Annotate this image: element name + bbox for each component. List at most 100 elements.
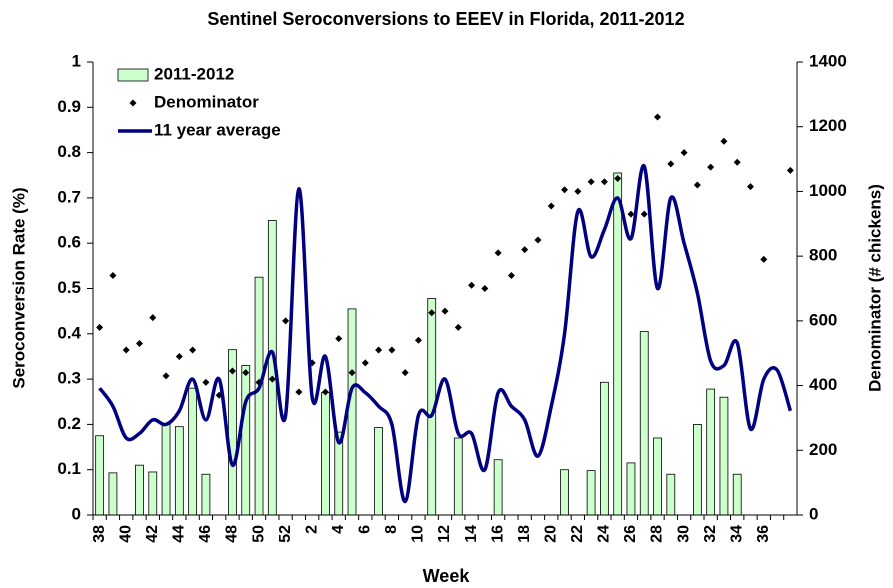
y2-tick-label: 1200 — [809, 116, 847, 135]
point — [640, 210, 648, 218]
y-axis-label: Seroconversion Rate (%) — [9, 187, 28, 388]
bar — [135, 464, 144, 516]
bar — [493, 459, 503, 516]
point — [348, 369, 356, 377]
legend-label: 2011-2012 — [154, 64, 234, 83]
chart-title: Sentinel Seroconversions to EEEV in Flor… — [207, 9, 684, 29]
x-tick-label: 38 — [91, 525, 108, 543]
bar — [719, 396, 729, 516]
point — [667, 160, 675, 168]
point — [189, 346, 197, 354]
point — [547, 202, 555, 210]
point — [149, 314, 157, 322]
x-tick-label: 52 — [277, 525, 294, 543]
point — [162, 372, 170, 380]
point — [654, 113, 662, 121]
y-tick-label: 0.7 — [57, 187, 81, 206]
x-tick-label: 36 — [755, 525, 772, 543]
point — [202, 378, 210, 386]
point — [574, 187, 582, 195]
bar — [732, 473, 742, 516]
y-tick-label: 1 — [72, 51, 81, 70]
y2-tick-label: 600 — [809, 310, 837, 329]
point — [122, 346, 130, 354]
bar — [626, 462, 636, 516]
y2-tick-label: 1000 — [809, 181, 847, 200]
y-tick-label: 0.1 — [57, 459, 81, 478]
point — [282, 317, 290, 325]
point — [561, 186, 569, 194]
point — [468, 281, 476, 289]
x-tick-label: 28 — [649, 525, 666, 543]
legend-swatch — [129, 99, 137, 107]
x-tick-label: 2 — [303, 525, 320, 534]
point — [388, 346, 396, 354]
legend-swatch — [117, 68, 149, 82]
point — [733, 158, 741, 166]
x-tick-label: 34 — [728, 525, 745, 543]
point — [521, 246, 529, 254]
bar — [586, 470, 596, 516]
bar — [666, 473, 676, 516]
y-tick-label: 0 — [72, 504, 81, 523]
point — [428, 309, 436, 317]
point — [494, 249, 502, 257]
x-tick-label: 32 — [702, 525, 719, 543]
y-tick-label: 0.3 — [57, 369, 81, 388]
point — [786, 166, 794, 174]
point — [175, 352, 183, 360]
x-tick-label: 44 — [171, 525, 188, 543]
x-tick-label: 50 — [250, 525, 267, 543]
bar — [692, 423, 702, 516]
point — [335, 335, 343, 343]
bar — [321, 392, 330, 516]
x-tick-label: 30 — [675, 525, 692, 543]
x-tick-label: 26 — [622, 525, 639, 543]
point — [109, 272, 117, 280]
y2-tick-label: 0 — [809, 504, 818, 523]
point — [600, 178, 608, 186]
point — [747, 183, 755, 191]
y-tick-label: 0.6 — [57, 233, 81, 252]
x-tick-label: 6 — [357, 525, 374, 534]
point — [614, 174, 622, 182]
x-tick-label: 40 — [117, 525, 134, 543]
point — [720, 137, 728, 145]
bar — [148, 471, 158, 516]
line — [98, 164, 793, 504]
x-tick-label: 18 — [516, 525, 533, 543]
point — [441, 307, 449, 315]
bar — [201, 473, 211, 516]
bar — [706, 388, 716, 516]
x-tick-label: 10 — [410, 525, 427, 543]
point — [228, 367, 236, 375]
bar — [600, 381, 609, 516]
bar — [374, 427, 383, 516]
point — [693, 181, 701, 189]
bar — [347, 308, 357, 516]
bar — [653, 437, 662, 516]
point — [96, 323, 104, 331]
x-tick-label: 20 — [542, 525, 559, 543]
x-tick-label: 8 — [383, 525, 400, 534]
y2-tick-label: 200 — [809, 440, 837, 459]
bar — [453, 437, 463, 516]
y-tick-label: 0.5 — [57, 278, 81, 297]
y-tick-label: 0.2 — [57, 414, 81, 433]
x-tick-label: 48 — [224, 525, 241, 543]
x-tick-label: 14 — [463, 525, 480, 543]
bar — [639, 331, 649, 516]
x-tick-label: 12 — [436, 525, 453, 543]
bar — [188, 387, 198, 516]
point — [401, 369, 409, 377]
legend-label: 11 year average — [154, 120, 281, 139]
point — [414, 336, 422, 344]
y2-tick-label: 1400 — [809, 51, 847, 70]
legend-label: Denominator — [154, 92, 259, 111]
bar — [174, 426, 184, 516]
point — [587, 178, 595, 186]
y-tick-label: 0.4 — [57, 323, 81, 342]
point — [295, 388, 303, 396]
y2-axis-label: Denominator (# chickens) — [865, 184, 884, 392]
